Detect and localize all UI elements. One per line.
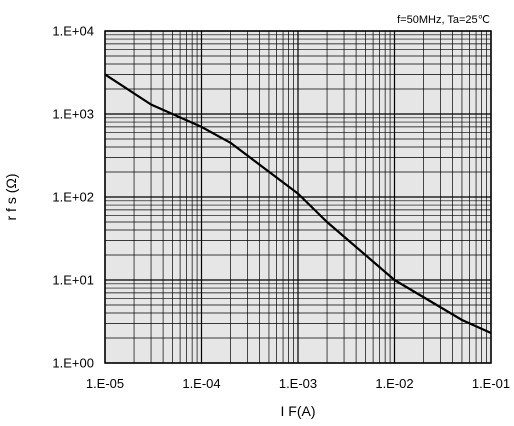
x-tick-label: 1.E-05 xyxy=(86,376,124,391)
x-tick-labels: 1.E-05 1.E-04 1.E-03 1.E-02 1.E-01 xyxy=(86,376,510,391)
y-tick-label: 1.E+04 xyxy=(52,24,94,39)
y-tick-label: 1.E+01 xyxy=(52,273,94,288)
x-tick-label: 1.E-04 xyxy=(182,376,220,391)
series-layer xyxy=(104,73,492,335)
annotation-conditions: f=50MHz, Ta=25℃ xyxy=(397,14,490,26)
y-tick-label: 1.E+02 xyxy=(52,190,94,205)
x-tick-label: 1.E-03 xyxy=(279,376,317,391)
x-axis-label: I F(A) xyxy=(281,403,316,419)
plot-frame xyxy=(104,30,492,364)
x-tick-label: 1.E-02 xyxy=(375,376,413,391)
rfs-curve xyxy=(104,73,492,335)
y-tick-label: 1.E+00 xyxy=(52,356,94,371)
y-tick-label: 1.E+03 xyxy=(52,107,94,122)
y-axis-label: r f s (Ω) xyxy=(3,173,19,220)
y-tick-labels: 1.E+00 1.E+01 1.E+02 1.E+03 1.E+04 xyxy=(52,24,94,371)
x-tick-label: 1.E-01 xyxy=(472,376,510,391)
